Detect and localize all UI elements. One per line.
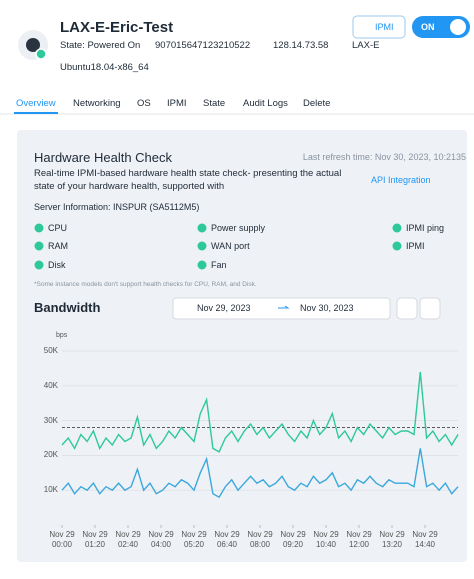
x-tick-label: Nov 29 05:20 <box>181 530 207 549</box>
ipmi-button[interactable] <box>352 15 406 39</box>
x-tick-label: Nov 29 01:20 <box>82 530 108 549</box>
description: Real-time IPMI-based hardware health sta… <box>34 168 342 192</box>
health-item: IPMI ping <box>406 223 445 233</box>
health-item: RAM <box>48 241 68 251</box>
health-item: WAN port <box>211 241 250 251</box>
y-tick-label: 30K <box>43 415 58 425</box>
date-to[interactable]: Nov 30, 2023 <box>300 303 354 313</box>
health-item: CPU <box>48 223 68 233</box>
os-icon <box>26 38 40 52</box>
status-dot <box>197 223 207 233</box>
ipmi-label[interactable]: IPMI <box>375 22 394 32</box>
status-dot <box>197 260 207 270</box>
refresh-button[interactable] <box>419 297 441 320</box>
y-axis-label: bps <box>56 332 68 339</box>
toggle-knob <box>450 19 466 35</box>
export-button[interactable] <box>396 297 418 320</box>
series-line <box>61 448 459 499</box>
note: *Some instance models don't support heal… <box>34 281 257 288</box>
y-tick-label: 40K <box>43 380 58 390</box>
tab[interactable]: Delete <box>303 98 331 109</box>
instance-id: 907015647123210522 <box>155 40 251 51</box>
x-tick-label: Nov 29 06:40 <box>214 530 240 549</box>
tab[interactable]: Audit Logs <box>243 98 288 109</box>
tab[interactable]: State <box>203 98 226 109</box>
x-tick-label: Nov 29 14:40 <box>412 530 438 549</box>
last-refresh: Last refresh time: Nov 30, 2023, 10:2135 <box>302 152 466 162</box>
health-item: Disk <box>48 260 66 270</box>
server-info: Server Information: INSPUR (SA5112M5) <box>34 202 200 212</box>
x-tick-label: Nov 29 13:20 <box>379 530 405 549</box>
toggle-label[interactable]: ON <box>421 22 435 32</box>
api-link[interactable]: API Integration <box>371 175 431 185</box>
status-dot <box>392 223 402 233</box>
status-dot <box>392 241 402 251</box>
x-tick-label: Nov 29 02:40 <box>115 530 141 549</box>
status-dot <box>197 241 207 251</box>
status-dot <box>34 223 44 233</box>
x-tick-label: Nov 29 10:40 <box>313 530 339 549</box>
arrow <box>278 305 290 309</box>
chart-title: Bandwidth <box>34 300 101 315</box>
health-item: Fan <box>211 260 227 270</box>
ip: 128.14.73.58 <box>273 40 329 51</box>
x-tick-label: Nov 29 09:20 <box>280 530 306 549</box>
status-dot <box>34 241 44 251</box>
tab[interactable]: IPMI <box>167 98 187 109</box>
status-dot <box>34 260 44 270</box>
health-title: Hardware Health Check <box>34 150 173 165</box>
y-tick-label: 10K <box>43 485 58 495</box>
date-from[interactable]: Nov 29, 2023 <box>197 303 251 313</box>
location: LAX-E <box>352 40 380 51</box>
y-tick-label: 20K <box>43 450 58 460</box>
health-item: IPMI <box>406 241 425 251</box>
x-tick-label: Nov 29 00:00 <box>49 530 75 549</box>
os: Ubuntu18.04-x86_64 <box>60 62 149 73</box>
y-tick-label: 50K <box>43 346 58 355</box>
tab[interactable]: Networking <box>73 98 121 109</box>
tab[interactable]: Overview <box>16 98 56 109</box>
health-item: Power supply <box>211 223 266 233</box>
x-tick-label: Nov 29 04:00 <box>148 530 174 549</box>
status-dot <box>35 48 47 60</box>
series-line <box>61 371 459 453</box>
x-tick-label: Nov 29 12:00 <box>346 530 372 549</box>
state: State: Powered On <box>60 40 141 51</box>
title: LAX-E-Eric-Test <box>60 19 174 36</box>
x-tick-label: Nov 29 08:00 <box>247 530 273 549</box>
tab[interactable]: OS <box>137 98 151 109</box>
